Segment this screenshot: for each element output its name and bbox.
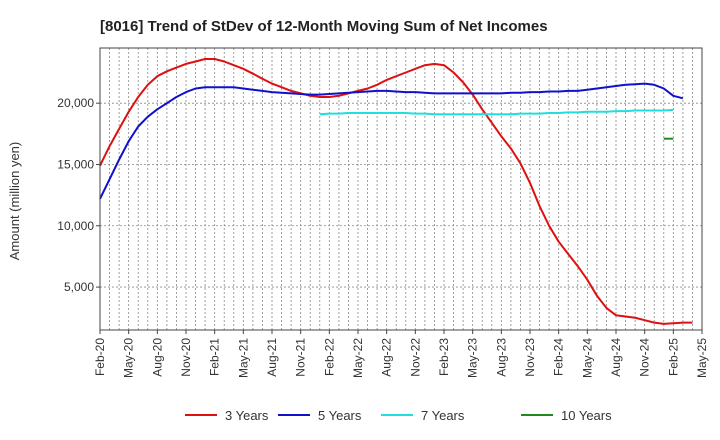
- legend-label-5-years: 5 Years: [318, 408, 362, 423]
- series-line-7-years: [319, 108, 674, 116]
- series-line-3-years: [99, 58, 693, 325]
- y-axis-ticks: 5,000 10,000 15,000 20,000: [57, 96, 100, 294]
- plot-frame: [99, 47, 703, 331]
- series-lines: [99, 58, 693, 325]
- y-tick-label: 10,000: [57, 219, 94, 233]
- x-tick-label: Aug-20: [150, 338, 164, 377]
- x-tick-label: Nov-20: [179, 338, 193, 377]
- y-tick-label: 15,000: [57, 157, 94, 171]
- y-tick-label: 20,000: [57, 96, 94, 110]
- legend-label-10-years: 10 Years: [561, 408, 612, 423]
- x-tick-label: Nov-22: [408, 338, 422, 377]
- x-tick-label: May-20: [122, 338, 136, 378]
- x-tick-label: May-22: [351, 338, 365, 378]
- grid: [100, 48, 702, 330]
- x-tick-label: Feb-25: [666, 338, 680, 376]
- x-tick-label: Aug-22: [380, 338, 394, 377]
- x-tick-label: May-24: [580, 338, 594, 378]
- legend-label-3-years: 3 Years: [225, 408, 269, 423]
- series-line-5-years: [99, 82, 684, 200]
- x-tick-label: Feb-23: [437, 338, 451, 376]
- x-tick-label: Aug-24: [609, 338, 623, 377]
- x-tick-label: Aug-23: [494, 338, 508, 377]
- x-tick-label: May-25: [695, 338, 709, 378]
- x-tick-label: Nov-23: [523, 338, 537, 377]
- legend-label-7-years: 7 Years: [421, 408, 465, 423]
- y-axis-label: Amount (million yen): [7, 142, 22, 261]
- x-tick-label: Feb-20: [93, 338, 107, 376]
- x-tick-label: May-23: [466, 338, 480, 378]
- x-tick-label: Aug-21: [265, 338, 279, 377]
- legend: 3 Years 5 Years 7 Years 10 Years: [185, 408, 612, 423]
- x-tick-label: Feb-22: [322, 338, 336, 376]
- x-tick-label: Feb-21: [208, 338, 222, 376]
- x-tick-label: Nov-24: [638, 338, 652, 377]
- y-tick-label: 5,000: [64, 280, 94, 294]
- x-tick-label: Feb-24: [552, 338, 566, 376]
- x-axis-ticks: Feb-20 May-20 Aug-20 Nov-20 Feb-21 May-21 Aug-…: [93, 330, 709, 378]
- x-tick-label: Nov-21: [294, 338, 308, 377]
- x-tick-label: May-21: [236, 338, 250, 378]
- chart-title: [8016] Trend of StDev of 12-Month Moving…: [100, 18, 548, 35]
